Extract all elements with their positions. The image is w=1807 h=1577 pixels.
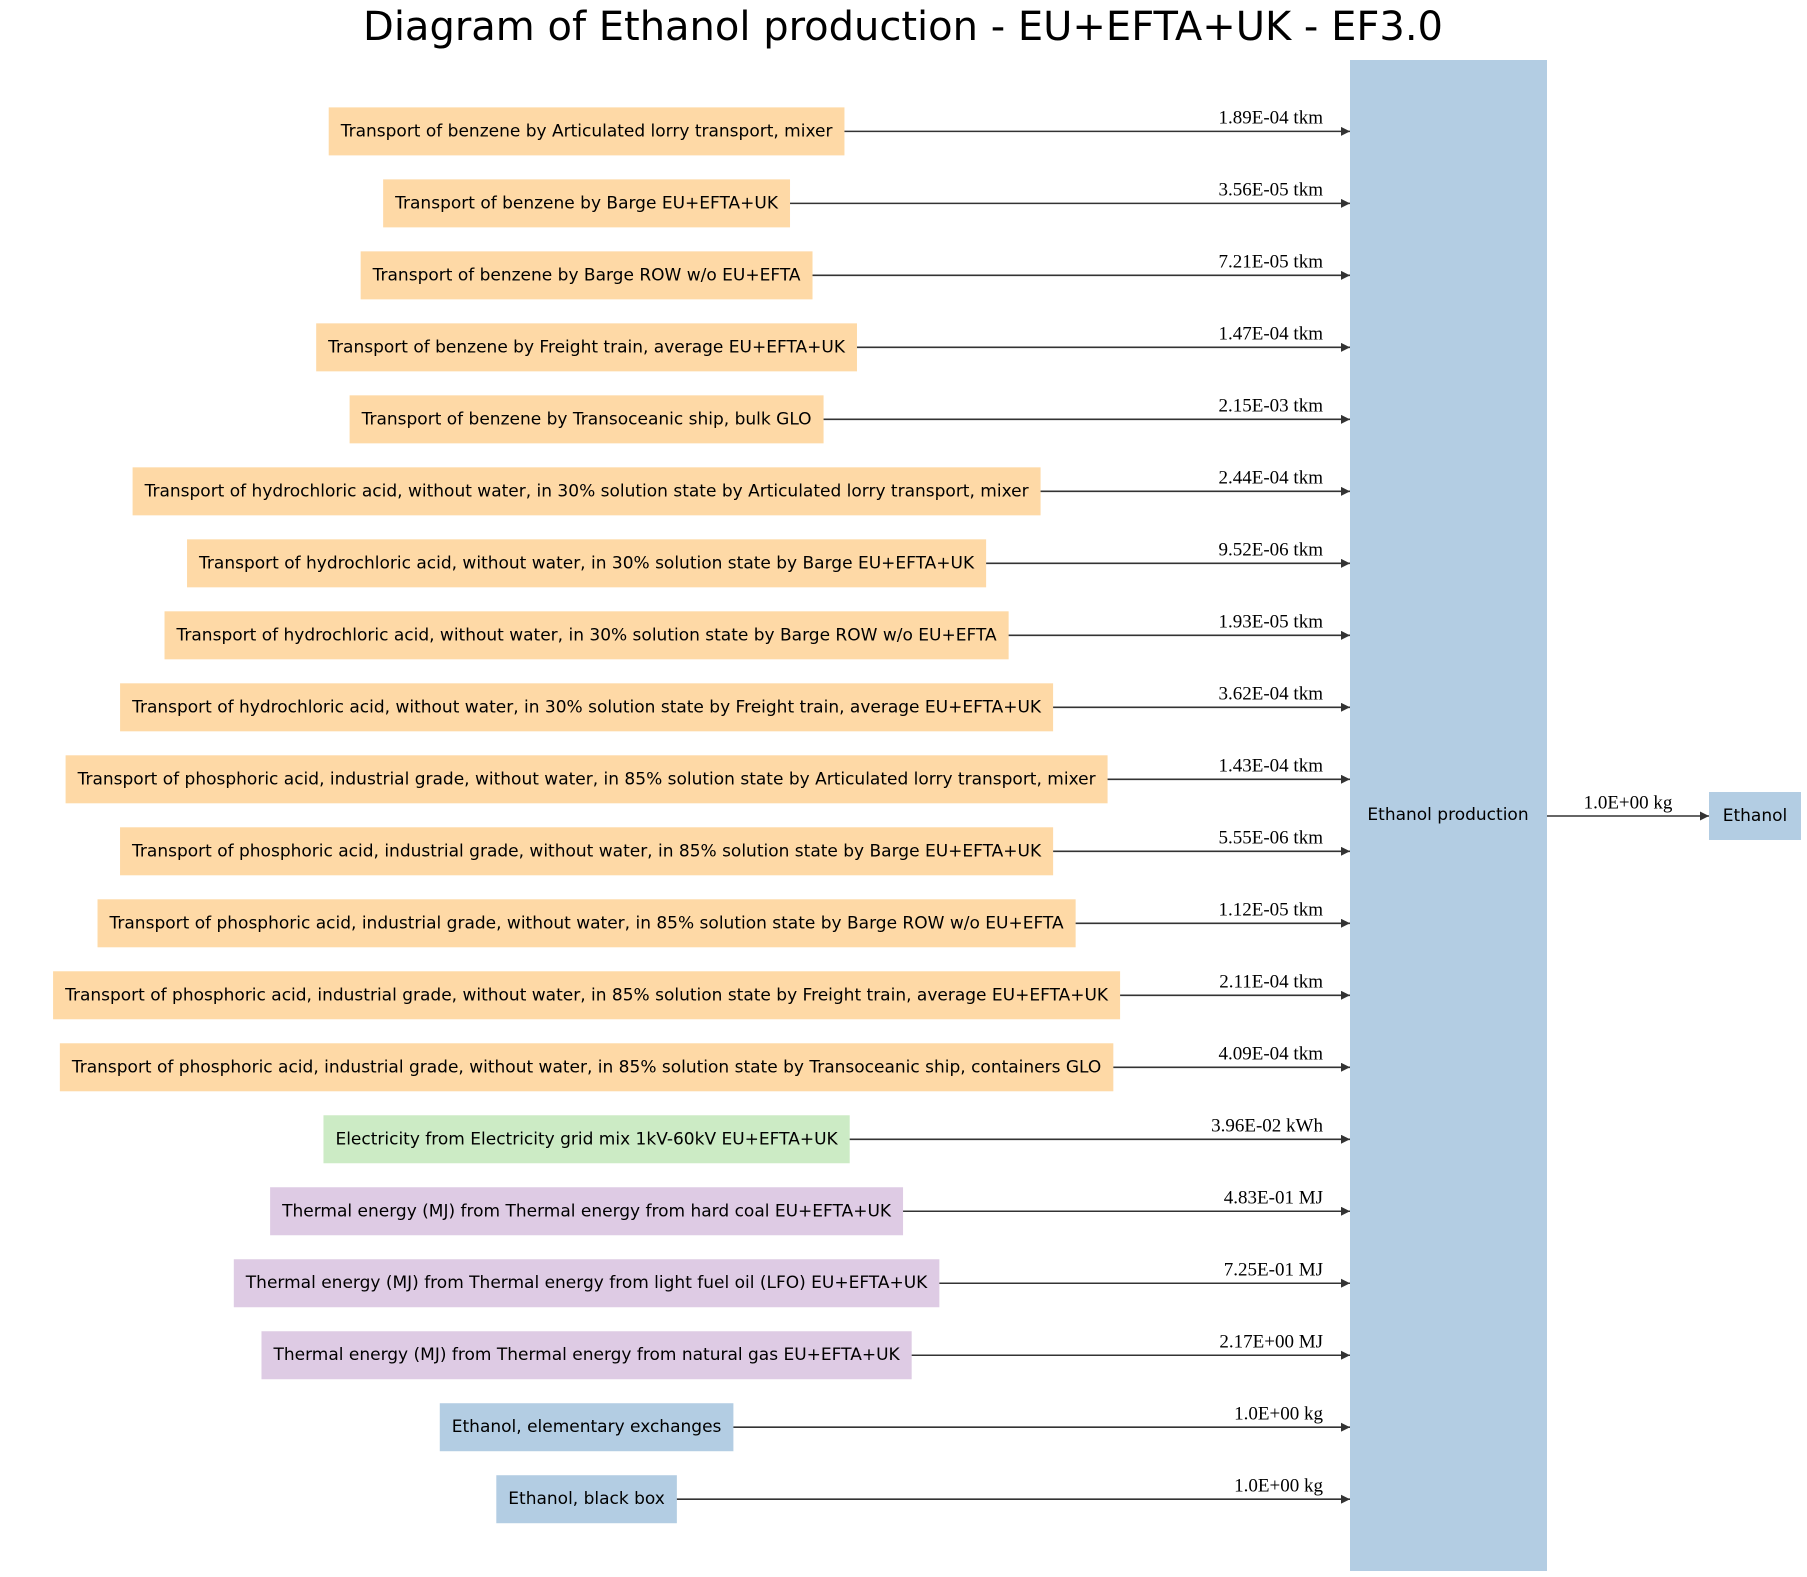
- input-flow: 1.93E-05 tkm: [1219, 612, 1324, 633]
- input-flow: 1.0E+00 kg: [1234, 1476, 1323, 1497]
- input-flow: 2.17E+00 MJ: [1219, 1332, 1323, 1353]
- input-box: [270, 1187, 904, 1236]
- input-label: Transport of benzene by Articulated lorr…: [340, 121, 833, 141]
- input-flow: 3.62E-04 tkm: [1219, 684, 1324, 705]
- input-box: [120, 827, 1054, 876]
- input-flow: 1.89E-04 tkm: [1219, 108, 1324, 129]
- input-flow: 4.83E-01 MJ: [1224, 1188, 1323, 1209]
- input-flow: 2.11E-04 tkm: [1219, 972, 1323, 993]
- input-label: Transport of phosphoric acid, industrial…: [64, 985, 1109, 1005]
- input-label: Transport of hydrochloric acid, without …: [144, 481, 1029, 501]
- input-box: [316, 323, 857, 372]
- input-label: Thermal energy (MJ) from Thermal energy …: [281, 1201, 892, 1221]
- input-flow: 1.47E-04 tkm: [1219, 324, 1324, 345]
- input-box: [53, 971, 1121, 1020]
- input-box: [65, 755, 1108, 804]
- input-flow: 2.44E-04 tkm: [1219, 468, 1324, 489]
- input-flow: 9.52E-06 tkm: [1219, 540, 1324, 561]
- process-label: Ethanol production: [1367, 805, 1528, 825]
- input-flow: 2.15E-03 tkm: [1219, 396, 1324, 417]
- input-flow: 7.21E-05 tkm: [1219, 252, 1324, 273]
- input-box: [233, 1259, 940, 1308]
- input-box: [328, 107, 845, 156]
- input-flow: 1.43E-04 tkm: [1219, 756, 1324, 777]
- input-label: Transport of benzene by Barge ROW w/o EU…: [372, 265, 801, 285]
- input-label: Transport of hydrochloric acid, without …: [176, 625, 997, 645]
- input-label: Transport of phosphoric acid, industrial…: [109, 913, 1064, 933]
- input-label: Thermal energy (MJ) from Thermal energy …: [272, 1345, 900, 1365]
- output-label: Ethanol: [1723, 806, 1788, 826]
- input-box: [323, 1115, 850, 1164]
- input-label: Transport of benzene by Transoceanic shi…: [361, 409, 812, 429]
- input-label: Transport of hydrochloric acid, without …: [198, 553, 975, 573]
- input-label: Ethanol, elementary exchanges: [452, 1417, 722, 1437]
- input-flow: 5.55E-06 tkm: [1219, 828, 1324, 849]
- input-box: [496, 1475, 677, 1524]
- input-box: [120, 683, 1054, 732]
- input-box: [97, 899, 1076, 948]
- input-flow: 3.96E-02 kWh: [1211, 1116, 1323, 1137]
- input-flow: 1.0E+00 kg: [1234, 1404, 1323, 1425]
- input-box: [349, 395, 824, 444]
- input-box: [59, 1043, 1114, 1092]
- input-box: [164, 611, 1009, 660]
- input-box: [187, 539, 987, 588]
- output-box: [1709, 792, 1801, 840]
- input-label: Thermal energy (MJ) from Thermal energy …: [245, 1273, 928, 1293]
- output-flow: 1.0E+00 kg: [1584, 792, 1673, 813]
- process-box: [1350, 60, 1547, 1571]
- input-box: [439, 1403, 734, 1452]
- input-flow: 1.12E-05 tkm: [1219, 900, 1324, 921]
- input-flow: 4.09E-04 tkm: [1219, 1044, 1324, 1065]
- input-box: [261, 1331, 912, 1380]
- input-box: [383, 179, 791, 228]
- input-flow: 3.56E-05 tkm: [1219, 180, 1324, 201]
- input-label: Transport of phosphoric acid, industrial…: [77, 769, 1096, 789]
- input-label: Transport of benzene by Freight train, a…: [327, 337, 846, 357]
- input-box: [360, 251, 813, 300]
- input-label: Ethanol, black box: [508, 1489, 665, 1509]
- input-label: Transport of phosphoric acid, industrial…: [131, 841, 1042, 861]
- input-label: Electricity from Electricity grid mix 1k…: [335, 1129, 838, 1149]
- input-label: Transport of phosphoric acid, industrial…: [71, 1057, 1101, 1077]
- input-label: Transport of hydrochloric acid, without …: [131, 697, 1042, 717]
- input-label: Transport of benzene by Barge EU+EFTA+UK: [394, 193, 779, 213]
- input-box: [132, 467, 1041, 516]
- title: Diagram of Ethanol production - EU+EFTA+…: [363, 4, 1443, 50]
- input-flow: 7.25E-01 MJ: [1224, 1260, 1323, 1281]
